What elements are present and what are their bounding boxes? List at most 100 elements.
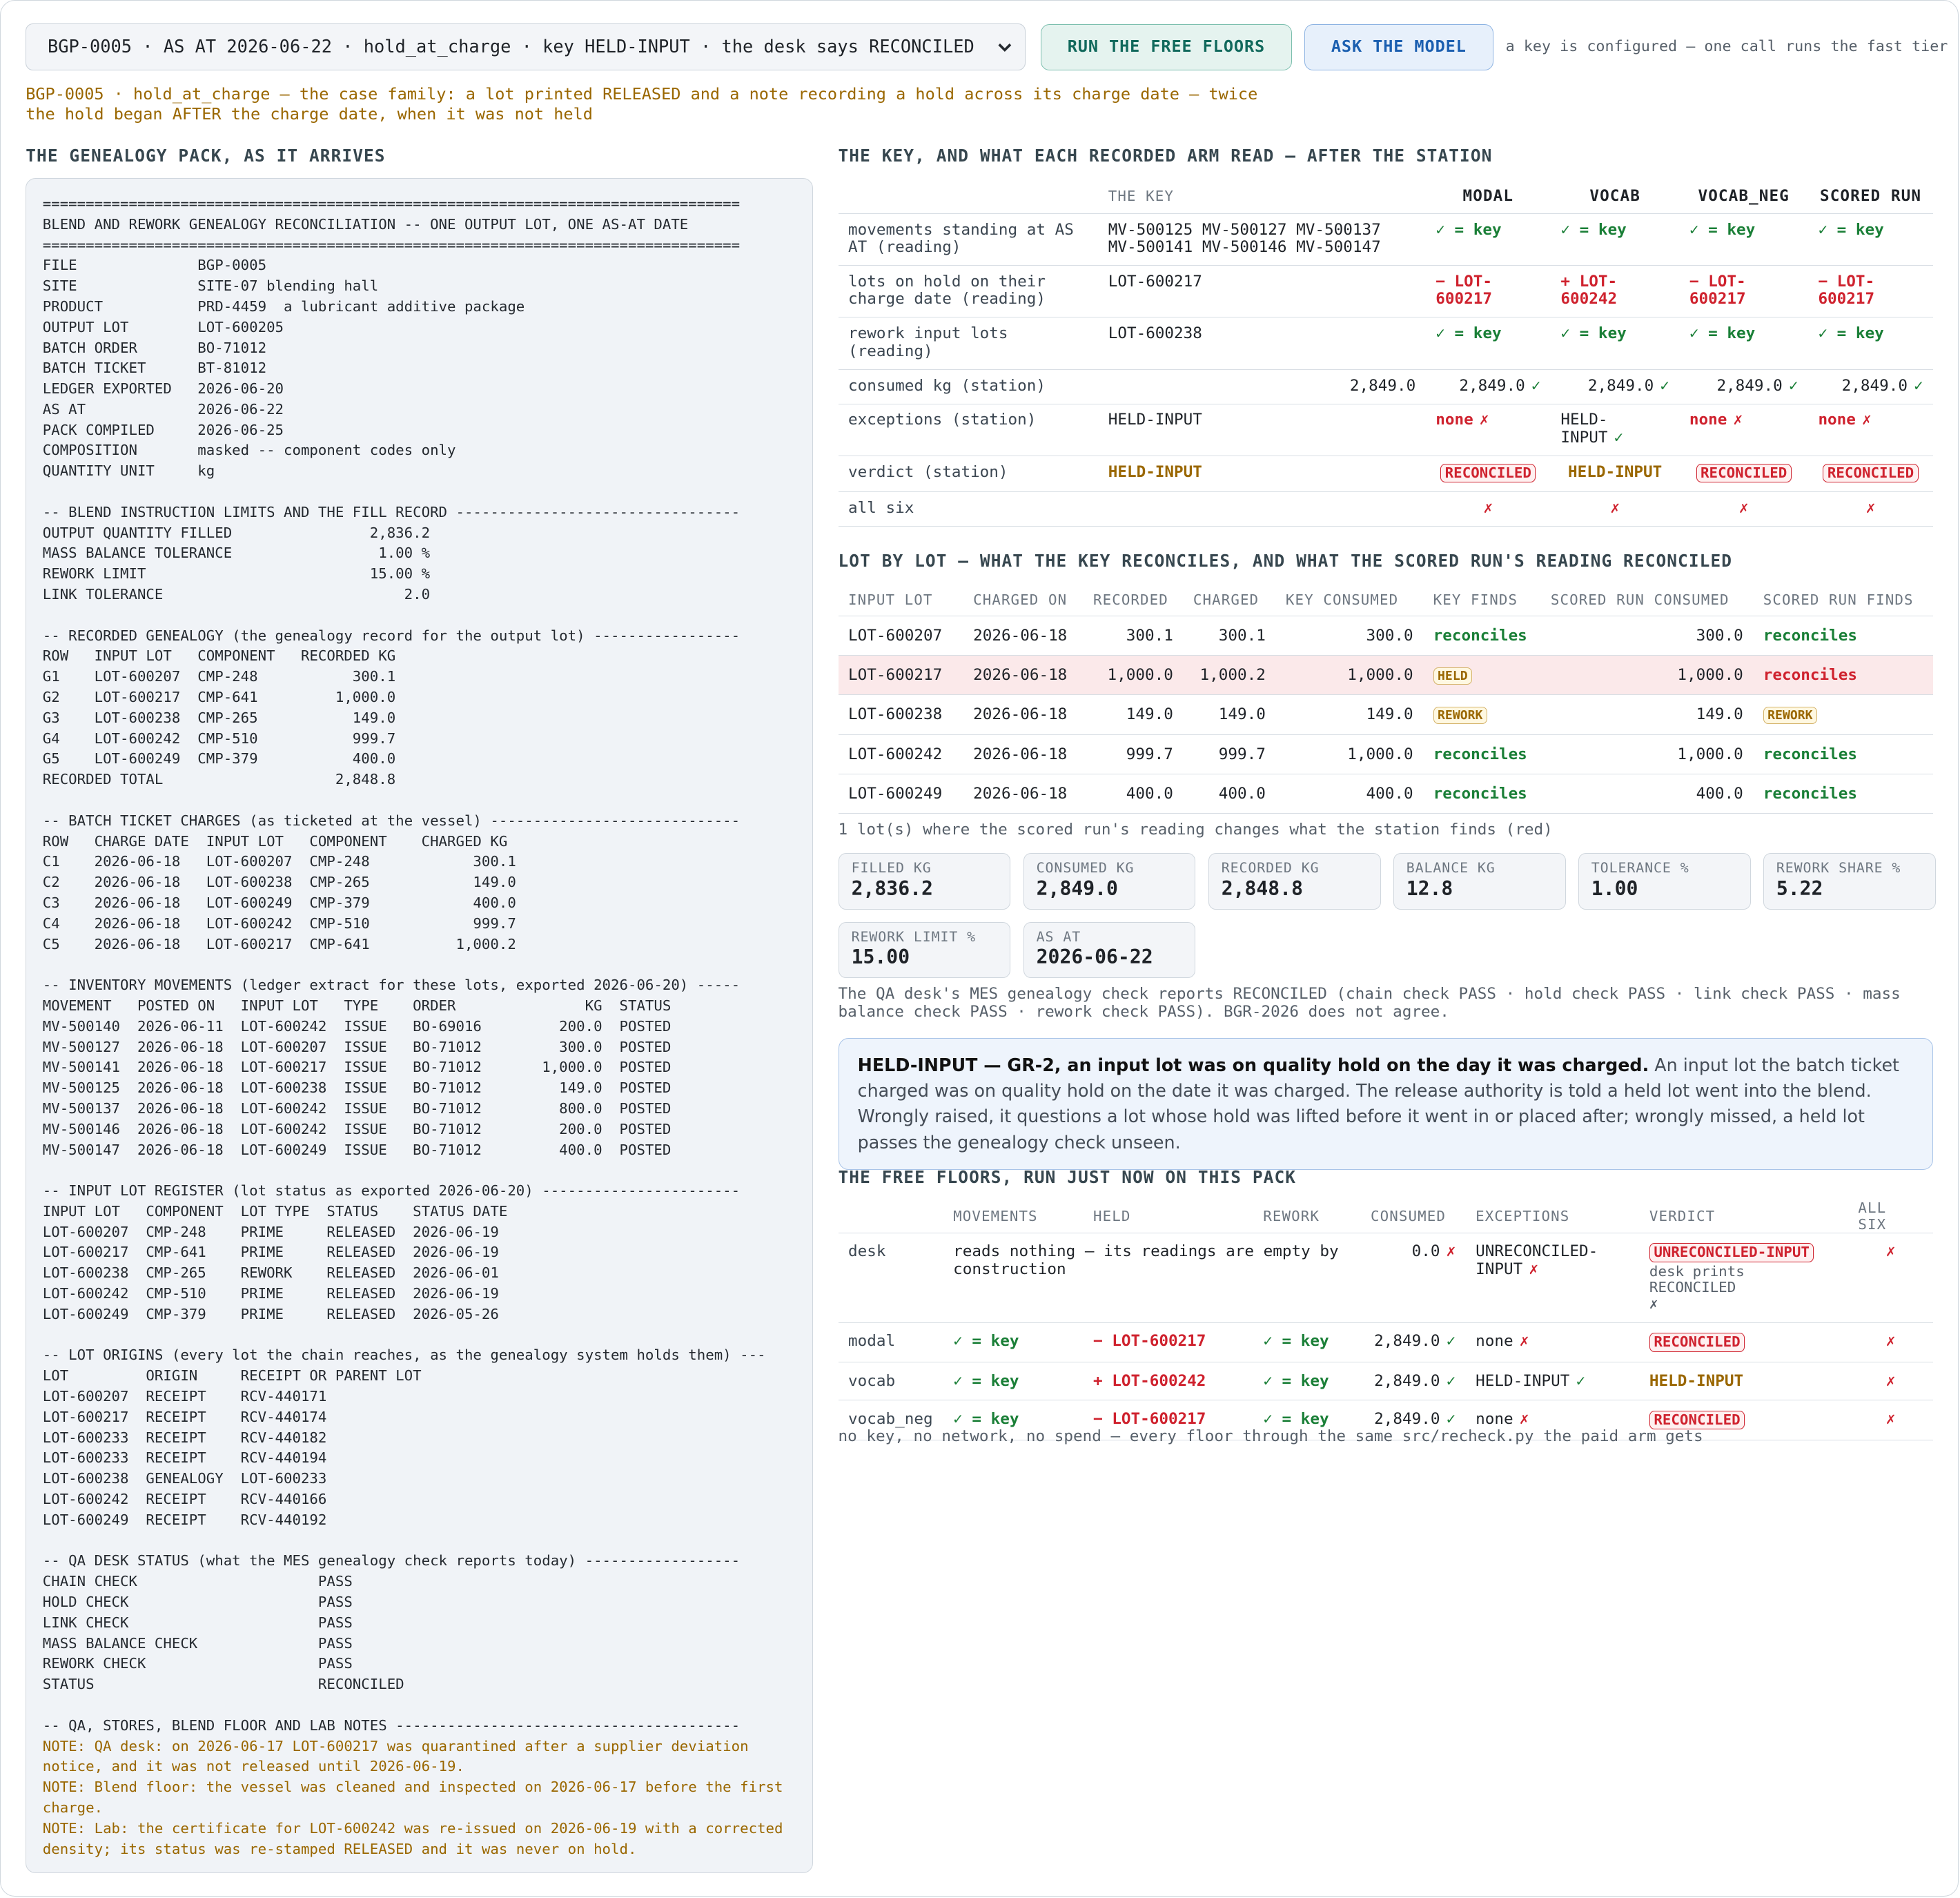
stat-value: 1.00 <box>1591 877 1638 900</box>
row-label: lots on hold on their charge date (readi… <box>839 266 1099 317</box>
lot-cell: 2026-06-18 <box>963 774 1084 813</box>
stat-value: 2,848.8 <box>1221 877 1303 900</box>
key-cell: HELD-INPUT <box>1098 404 1426 456</box>
lot-cell: LOT-600249 <box>839 774 963 813</box>
badge: RECONCILED <box>1696 463 1792 482</box>
ask-model-button[interactable]: ASK THE MODEL <box>1304 24 1493 71</box>
lot-cell: 2026-06-18 <box>963 695 1084 734</box>
arm-cell: 2,849.0 ✓ <box>1551 369 1680 404</box>
pack-heading: -- LOT ORIGINS (every lot the chain reac… <box>42 1347 766 1364</box>
floor-row: vocab ✓ = key + LOT-600242 ✓ = key 2,849.0 ✓ H… <box>838 1362 1934 1400</box>
cell-mark: ✓ <box>1614 428 1624 447</box>
pack-heading: -- INVENTORY MOVEMENTS (ledger extract f… <box>42 977 741 994</box>
column-header: RECORDED <box>1092 591 1168 608</box>
pack-line: LOT-600242 CMP-510 PRIME RELEASED 2026-0… <box>42 1285 499 1302</box>
pack-line: ROW INPUT LOT COMPONENT RECORDED KG <box>42 647 396 665</box>
pack-line: LOT-600207 RECEIPT RCV-440171 <box>42 1388 327 1405</box>
case-select[interactable]: BGP-0005 · AS AT 2026-06-22 · hold_at_ch… <box>26 23 1026 71</box>
sub-mark: ✗ <box>1649 1295 1658 1312</box>
lot-cell: 1,000.0 <box>1275 734 1423 774</box>
name-text: modal <box>847 1332 896 1351</box>
row-label: exceptions (station) <box>839 404 1099 456</box>
pack-line: MV-500125 2026-06-18 LOT-600238 ISSUE BO… <box>42 1079 672 1097</box>
cell-mark: ✓ <box>1446 1332 1456 1351</box>
cell-text: 400.0 <box>1126 784 1173 803</box>
run-floors-button[interactable]: RUN THE FREE FLOORS <box>1040 24 1292 71</box>
floor-cell: ✓ = key <box>943 1400 1084 1440</box>
cell-text: 1,000.0 <box>1677 745 1743 763</box>
cell-text: 300.0 <box>1366 627 1413 645</box>
lot-cell: 999.7 <box>1183 734 1275 774</box>
cell-text: 1,000.0 <box>1347 745 1413 763</box>
lot-row: LOT-600207 2026-06-18 300.1 300.1 300.0 recon… <box>838 616 1934 656</box>
floor-cell: ✓ = key <box>1253 1322 1361 1362</box>
pack-line: BLEND AND REWORK GENEALOGY RECONCILIATIO… <box>42 215 689 233</box>
floor-name: vocab <box>839 1362 943 1400</box>
stat-value: 5.22 <box>1776 877 1823 900</box>
cell-text: 999.7 <box>1126 745 1173 763</box>
arm-cell: 2,849.0 ✓ <box>1679 369 1808 404</box>
pack-section: -- INPUT LOT REGISTER (lot status as exp… <box>43 1181 796 1325</box>
cell-text: 300.0 <box>1696 627 1743 645</box>
arm-cell: RECONCILED <box>1808 456 1933 491</box>
floor-cell: HELD-INPUT <box>1639 1362 1848 1400</box>
pack-line: LOT-600207 CMP-248 PRIME RELEASED 2026-0… <box>42 1223 499 1240</box>
arm-cell: ✓ = key <box>1808 213 1933 265</box>
label-text: rework input lots (reading) <box>847 324 1008 360</box>
cell-text: LOT-600238 <box>847 705 943 724</box>
arm-cell: HELD-INPUT ✓ <box>1551 404 1680 456</box>
cell-text: reconciles <box>1763 627 1857 645</box>
cell-text: HELD-INPUT <box>1560 411 1608 447</box>
cell-text: none <box>1689 411 1727 429</box>
column-header: CHARGED ON <box>973 591 1068 608</box>
pack-section: -- BATCH TICKET CHARGES (as ticketed at … <box>43 811 796 955</box>
arm-cell: none ✗ <box>1679 404 1808 456</box>
pack-line: LOT-600238 CMP-265 REWORK RELEASED 2026-… <box>42 1264 499 1282</box>
note-text: reads nothing — its readings are empty b… <box>953 1242 1339 1278</box>
arm-cell: none ✗ <box>1808 404 1933 456</box>
column-header: INPUT LOT <box>847 591 933 608</box>
arm-cell: RECONCILED <box>1426 456 1551 491</box>
pack-line: LOT ORIGIN RECEIPT OR PARENT LOT <box>42 1367 422 1385</box>
pack-line: ========================================… <box>42 236 741 253</box>
key-row: consumed kg (station) 2,849.0 2,849.0 ✓ 2,84… <box>838 369 1934 404</box>
cell-text: 2026-06-18 <box>973 705 1068 724</box>
cell-mark: ✓ <box>1446 1371 1456 1390</box>
lot-cell: 1,000.0 <box>1083 656 1183 695</box>
pack-line: C4 2026-06-18 LOT-600242 CMP-510 999.7 <box>42 914 516 932</box>
cell-text: 149.0 <box>1366 705 1413 724</box>
cell-text: LOT-600217 <box>1108 273 1202 291</box>
label-text: exceptions (station) <box>847 411 1037 429</box>
floor-cell: none ✗ <box>1466 1400 1640 1440</box>
lot-cell: REWORK <box>1753 695 1933 734</box>
arm-cell: ✗ <box>1679 491 1808 526</box>
badge: UNRECONCILED-INPUT <box>1649 1243 1814 1262</box>
badge: RECONCILED <box>1649 1410 1745 1430</box>
lot-cell: reconciles <box>1423 774 1540 813</box>
lot-cell: reconciles <box>1753 656 1933 695</box>
cell-text: ✓ = key <box>1689 220 1756 239</box>
cell-text: 149.0 <box>1218 705 1266 724</box>
pack-section: ========================================… <box>43 194 796 482</box>
column-header: EXCEPTIONS <box>1476 1207 1570 1224</box>
floor-cell: 2,849.0 ✓ <box>1361 1400 1466 1440</box>
column-header: VERDICT <box>1649 1207 1716 1224</box>
column-header: KEY CONSUMED <box>1285 591 1399 608</box>
column-header: ALL SIX <box>1858 1199 1887 1233</box>
cell-text: − LOT-600217 <box>1092 1409 1206 1428</box>
arm-header: MODAL <box>1462 186 1514 205</box>
lot-row: LOT-600249 2026-06-18 400.0 400.0 400.0 recon… <box>838 774 1934 814</box>
badge: RECONCILED <box>1649 1333 1745 1352</box>
pack-line: G1 LOT-600207 CMP-248 300.1 <box>42 668 396 685</box>
floors-table: MOVEMENTS HELD REWORK CONSUMED EXCEPTIONS VER… <box>838 1199 1934 1440</box>
lot-title: LOT BY LOT — WHAT THE KEY RECONCILES, AN… <box>838 550 1733 571</box>
pack-line: REWORK CHECK PASS <box>42 1655 353 1672</box>
pack-line: LOT-600249 RECEIPT RCV-440192 <box>42 1511 327 1528</box>
lot-cell: reconciles <box>1423 734 1540 774</box>
stat-card: REWORK SHARE % 5.22 <box>1763 853 1936 910</box>
stat-card: REWORK LIMIT % 15.00 <box>838 921 1011 979</box>
pack-line: MOVEMENT POSTED ON INPUT LOT TYPE ORDER … <box>42 997 672 1014</box>
cell-text: 2,849.0 <box>1349 376 1416 395</box>
cell-text: HELD-INPUT <box>1649 1371 1744 1390</box>
